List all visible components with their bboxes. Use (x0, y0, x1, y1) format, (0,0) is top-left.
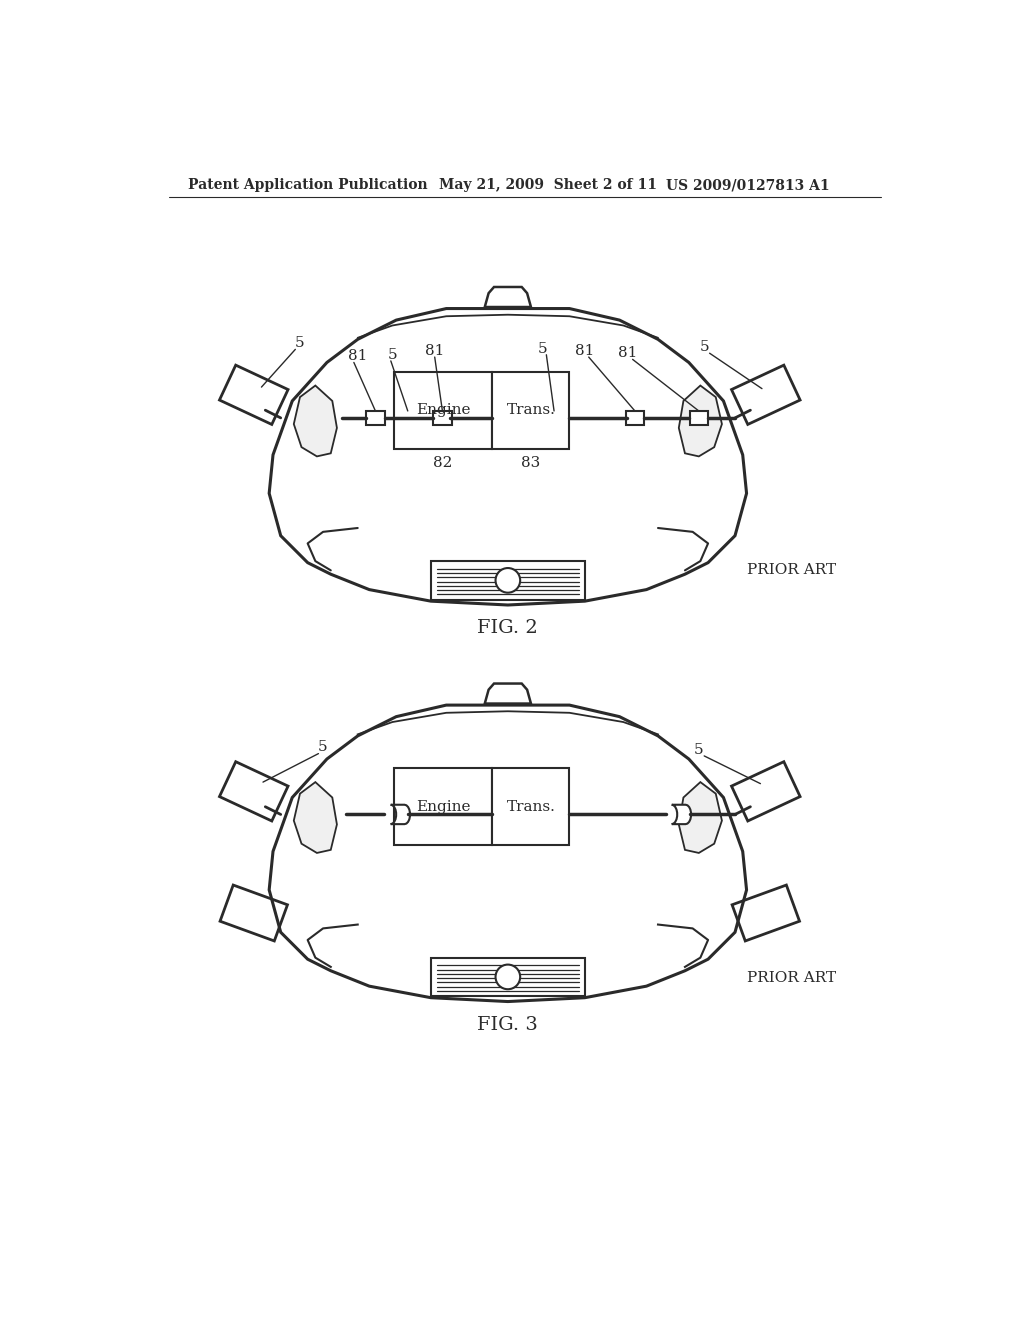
Text: FIG. 3: FIG. 3 (477, 1015, 539, 1034)
Circle shape (496, 965, 520, 989)
Bar (433, 411, 452, 425)
Text: PRIOR ART: PRIOR ART (746, 564, 836, 577)
Text: 83: 83 (521, 455, 541, 470)
Text: 5: 5 (387, 347, 397, 362)
Text: FIG. 2: FIG. 2 (477, 619, 539, 638)
Bar (431, 561, 585, 599)
Text: 81: 81 (575, 345, 595, 358)
Bar (493, 768, 569, 845)
Text: May 21, 2009  Sheet 2 of 11: May 21, 2009 Sheet 2 of 11 (438, 178, 656, 193)
Text: US 2009/0127813 A1: US 2009/0127813 A1 (666, 178, 829, 193)
Bar (367, 411, 385, 425)
Text: 5: 5 (295, 337, 305, 350)
Circle shape (496, 568, 520, 593)
Text: Engine: Engine (416, 800, 470, 813)
Bar (394, 372, 493, 449)
Polygon shape (679, 781, 722, 853)
Bar (431, 958, 585, 997)
Text: Trans.: Trans. (507, 403, 555, 417)
Text: PRIOR ART: PRIOR ART (746, 972, 836, 986)
Polygon shape (269, 309, 746, 605)
Bar (493, 372, 569, 449)
Text: 81: 81 (425, 345, 444, 358)
Text: 5: 5 (318, 741, 328, 755)
Text: Trans.: Trans. (507, 800, 555, 813)
Text: 5: 5 (694, 743, 703, 756)
Bar (689, 411, 708, 425)
Text: 5: 5 (538, 342, 547, 355)
Text: 81: 81 (617, 346, 637, 360)
Text: Patent Application Publication: Patent Application Publication (188, 178, 428, 193)
Text: Engine: Engine (416, 403, 470, 417)
Polygon shape (294, 781, 337, 853)
Polygon shape (672, 805, 691, 824)
Polygon shape (294, 385, 337, 457)
Bar (626, 411, 644, 425)
Bar (394, 768, 493, 845)
Text: 5: 5 (699, 341, 709, 354)
Polygon shape (269, 705, 746, 1002)
Polygon shape (679, 385, 722, 457)
Text: 82: 82 (433, 455, 453, 470)
Polygon shape (391, 805, 410, 824)
Text: 81: 81 (348, 350, 368, 363)
